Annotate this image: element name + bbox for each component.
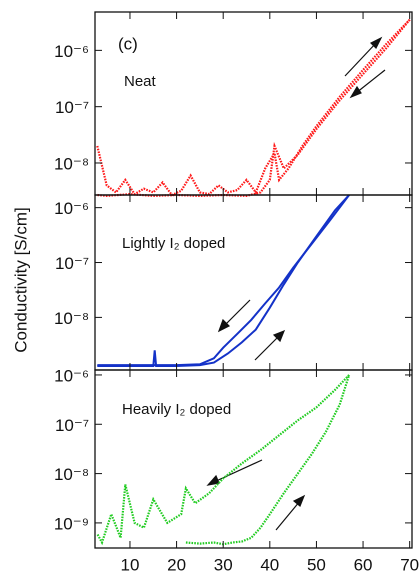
y-tick-label: 10⁻⁹ xyxy=(54,514,89,533)
data-line xyxy=(96,18,411,197)
y-tick-label: 10⁻⁸ xyxy=(54,465,89,484)
panel-frame xyxy=(94,194,413,371)
y-tick-label: 10⁻⁷ xyxy=(55,98,89,117)
y-tick-label: 10⁻⁶ xyxy=(54,42,89,61)
y-tick-label: 10⁻⁸ xyxy=(54,154,89,173)
x-tick-label: 70 xyxy=(400,555,419,574)
annotation: (c) xyxy=(118,34,138,53)
data-line xyxy=(97,194,350,367)
y-tick-label: 10⁻⁶ xyxy=(54,199,89,218)
arrows xyxy=(206,36,386,531)
data-line xyxy=(97,19,411,198)
panel-frame xyxy=(94,11,413,196)
data-line xyxy=(185,374,351,546)
x-tick-label: 50 xyxy=(307,555,326,574)
annotation: Heavily I₂ doped xyxy=(122,401,231,418)
data-line xyxy=(96,374,350,546)
annotation: Lightly I₂ doped xyxy=(122,235,225,252)
panel-frame xyxy=(94,369,413,549)
y-tick-label: 10⁻⁷ xyxy=(55,254,89,273)
x-tick-label: 20 xyxy=(167,555,186,574)
data-line xyxy=(97,194,350,367)
y-axis-label: Conductivity [S/cm] xyxy=(11,207,30,353)
x-tick-label: 30 xyxy=(214,555,233,574)
x-tick-label: 10 xyxy=(121,555,140,574)
y-tick-label: 10⁻⁸ xyxy=(54,309,89,328)
y-tick-label: 10⁻⁷ xyxy=(55,416,89,435)
x-tick-label: 60 xyxy=(354,555,373,574)
annotation: Neat xyxy=(124,73,157,90)
x-tick-label: 40 xyxy=(260,555,279,574)
y-tick-label: 10⁻⁶ xyxy=(54,366,89,385)
